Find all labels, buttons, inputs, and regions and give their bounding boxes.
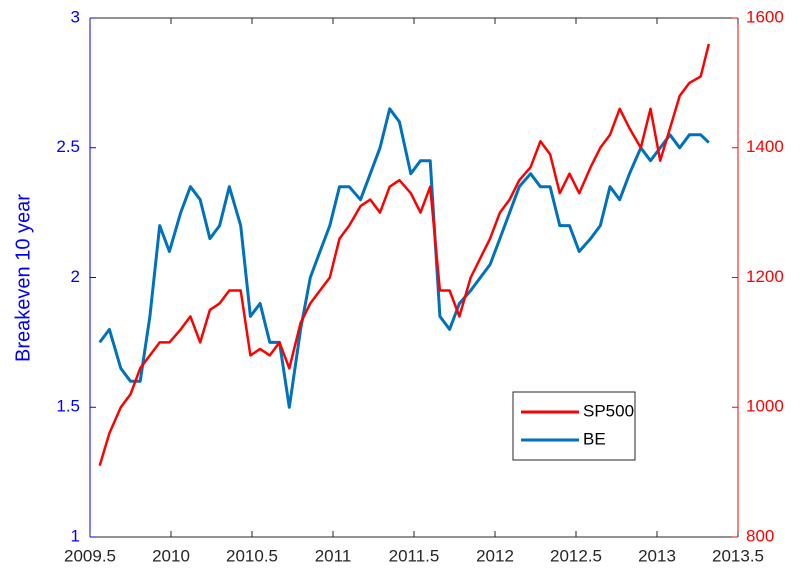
y2-tick-label: 1200 bbox=[746, 267, 784, 286]
series-line bbox=[98, 43, 711, 466]
x-tick-label: 2011.5 bbox=[389, 546, 440, 565]
series-line bbox=[98, 107, 710, 409]
x-tick-label: 2013.5 bbox=[712, 546, 764, 565]
x-tick-label: 2011 bbox=[315, 546, 352, 565]
x-tick-label: 2012.5 bbox=[550, 546, 602, 565]
x-tick-label: 2009.5 bbox=[64, 546, 116, 565]
y-tick-label: 3 bbox=[71, 7, 80, 26]
y-tick-label: 1 bbox=[71, 526, 80, 545]
legend-box bbox=[512, 391, 636, 461]
legend-label: SP500 bbox=[583, 401, 634, 420]
y-axis-label: Breakeven 10 year bbox=[12, 194, 34, 362]
x-tick-label: 2010 bbox=[152, 546, 190, 565]
y-tick-label: 2 bbox=[71, 267, 80, 286]
legend: SP500 BE bbox=[512, 391, 636, 461]
y-tick-label: 1.5 bbox=[56, 397, 80, 416]
y2-tick-label: 800 bbox=[746, 526, 774, 545]
x-tick-label: 2012 bbox=[476, 546, 514, 565]
y2-tick-label: 1000 bbox=[746, 397, 784, 416]
legend-label: BE bbox=[583, 429, 606, 448]
x-tick-label: 2013 bbox=[638, 546, 676, 565]
plot-area bbox=[90, 18, 738, 537]
y2-tick-label: 1400 bbox=[746, 137, 784, 156]
y2-tick-label: 1600 bbox=[746, 7, 784, 26]
x-tick-label: 2010.5 bbox=[226, 546, 278, 565]
y-tick-label: 2.5 bbox=[56, 137, 80, 156]
